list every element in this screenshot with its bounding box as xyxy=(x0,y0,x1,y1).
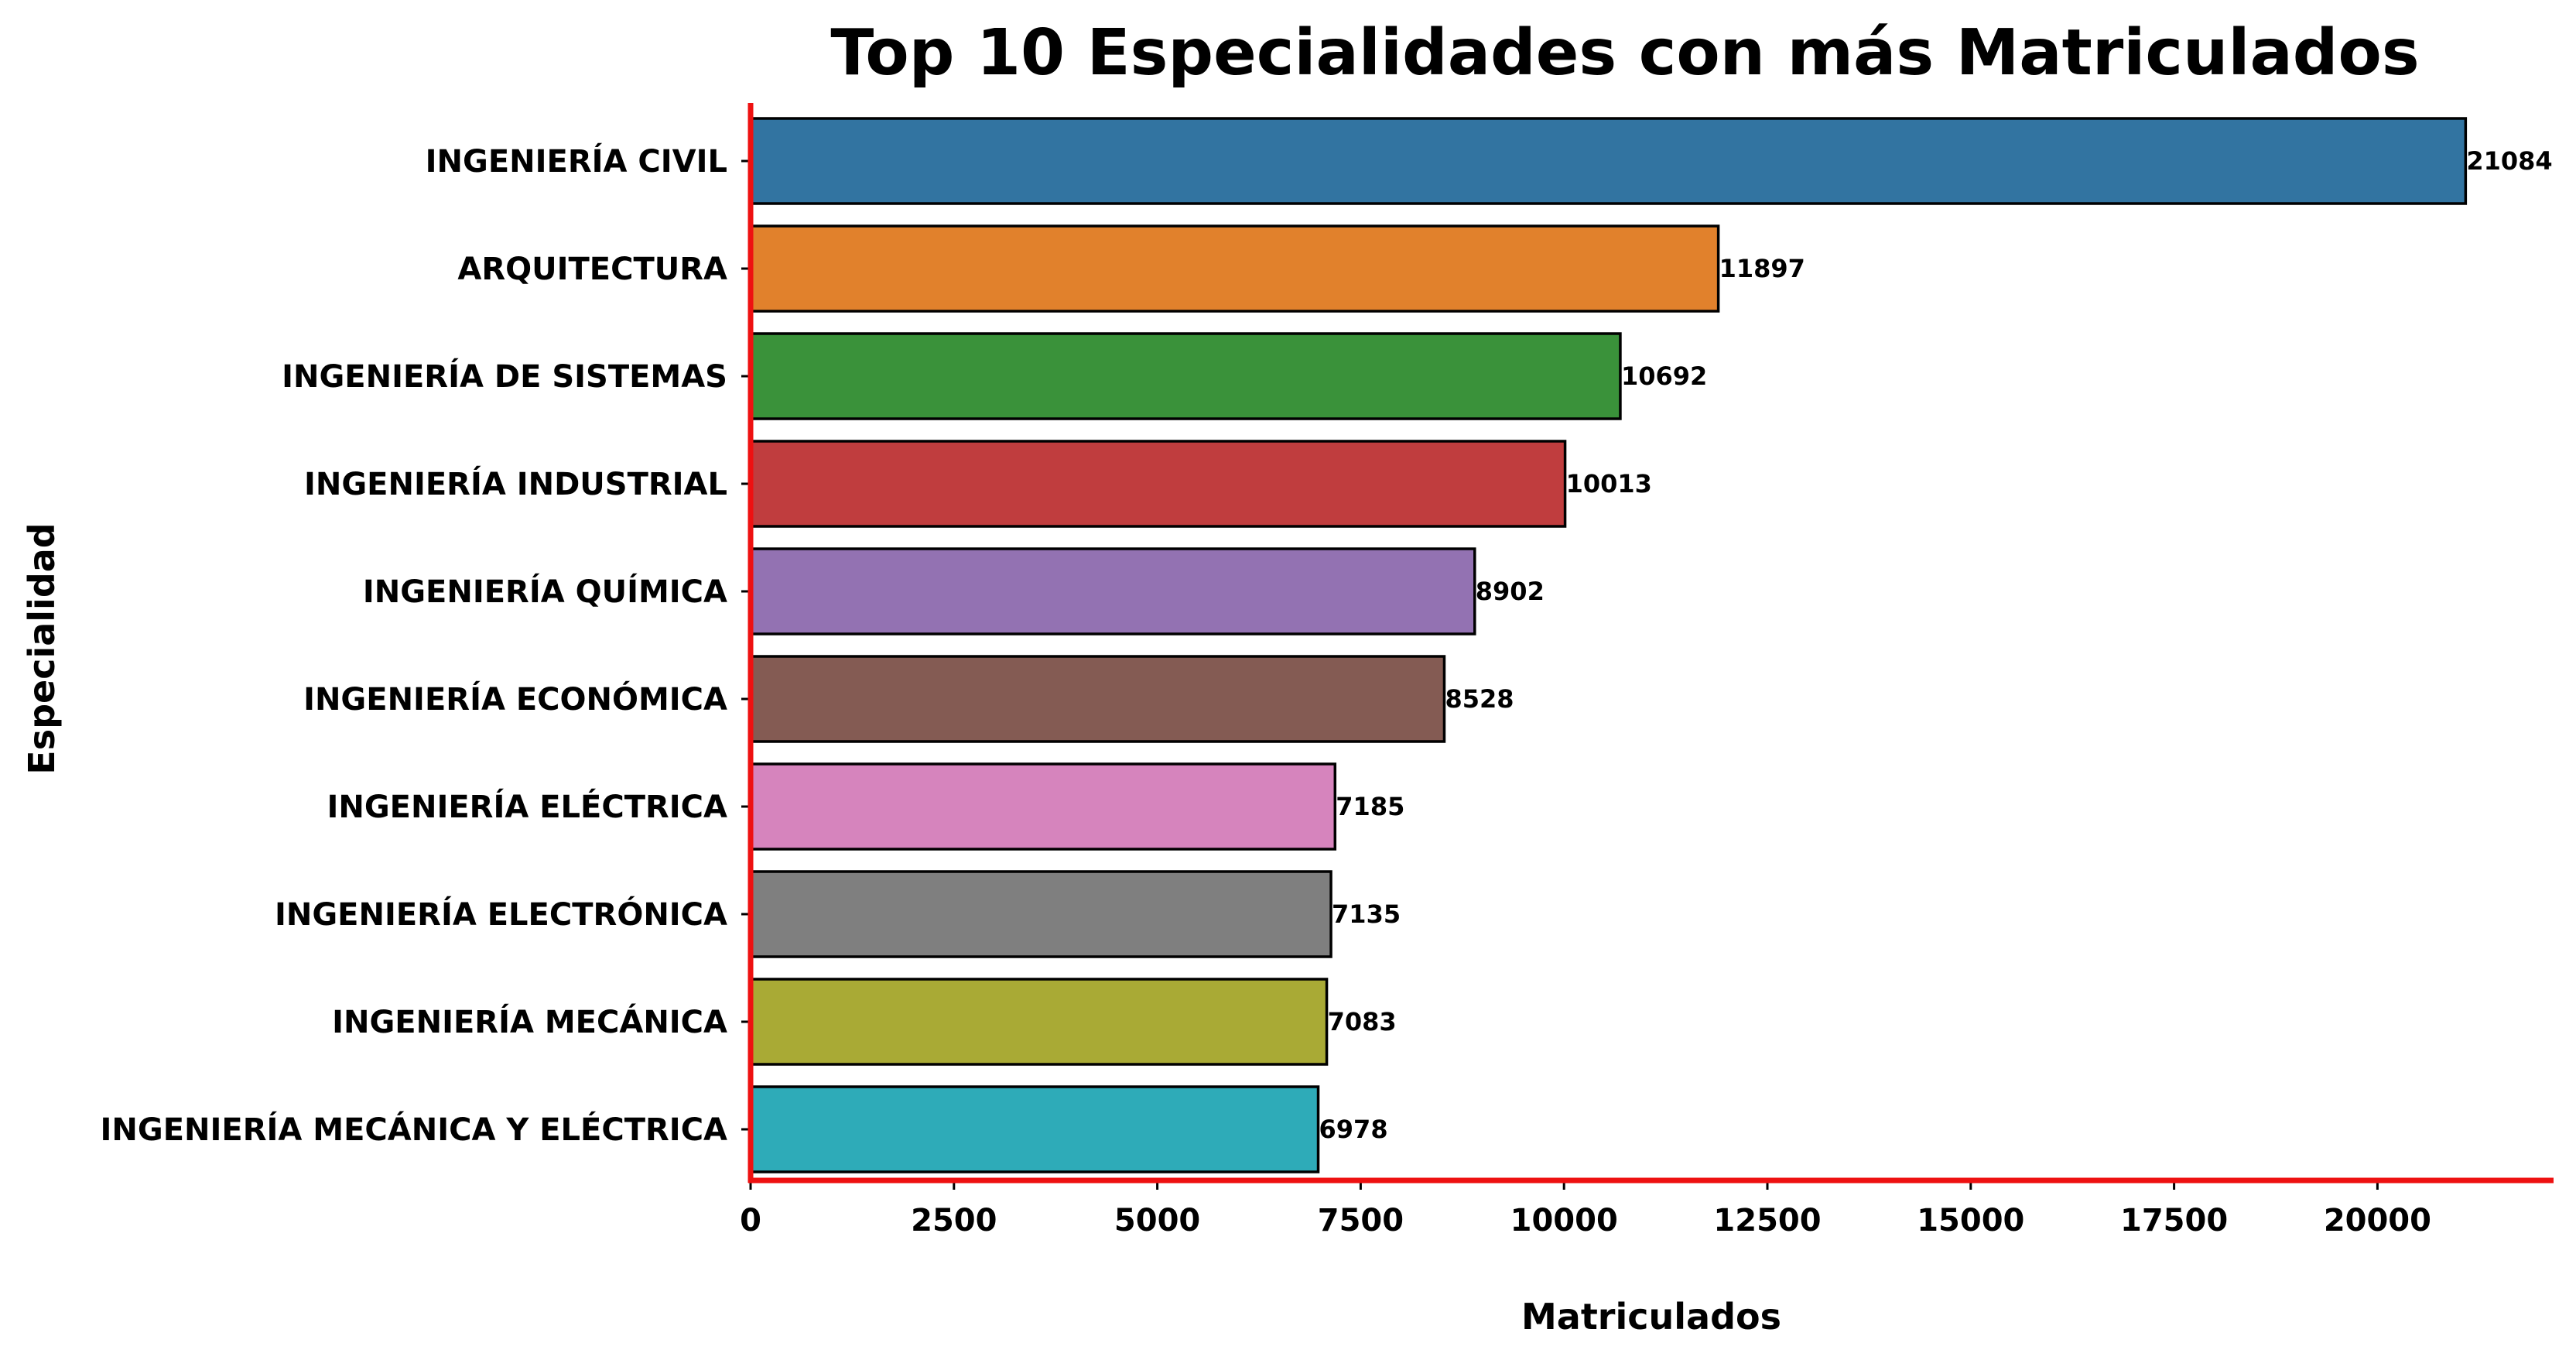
data-label: 8528 xyxy=(1445,684,1514,714)
x-tick-label: 7500 xyxy=(1318,1203,1404,1238)
bar xyxy=(749,978,1329,1066)
x-tick-label: 5000 xyxy=(1114,1203,1200,1238)
category-label: INGENIERÍA CIVIL xyxy=(426,142,727,180)
x-axis-ticks: 0 2500 5000 7500 10000 12500 15000 17500 20000 xyxy=(740,1180,2431,1238)
category-label: INGENIERÍA ELECTRÓNICA xyxy=(275,896,727,933)
data-label: 21084 xyxy=(2466,146,2552,176)
bar xyxy=(749,224,1720,313)
category-label: INGENIERÍA DE SISTEMAS xyxy=(282,358,727,395)
category-label: INGENIERÍA MECÁNICA Y ELÉCTRICA xyxy=(101,1111,728,1148)
bar xyxy=(749,332,1622,420)
x-tick-label: 20000 xyxy=(2324,1203,2431,1238)
data-label: 7185 xyxy=(1336,792,1404,821)
x-tick-label: 0 xyxy=(740,1203,761,1238)
bar xyxy=(749,762,1337,851)
category-label: INGENIERÍA QUÍMICA xyxy=(363,573,727,610)
bar xyxy=(749,655,1446,743)
x-tick-label: 10000 xyxy=(1510,1203,1618,1238)
x-tick-label: 2500 xyxy=(911,1203,997,1238)
bar xyxy=(749,440,1567,528)
data-label: 10013 xyxy=(1566,469,1652,498)
category-labels: INGENIERÍA CIVIL ARQUITECTURA INGENIERÍA D… xyxy=(101,142,751,1148)
category-label: ARQUITECTURA xyxy=(457,252,727,287)
x-tick-label: 12500 xyxy=(1713,1203,1821,1238)
x-tick-label: 15000 xyxy=(1917,1203,2024,1238)
data-label: 8902 xyxy=(1476,577,1545,606)
category-label: INGENIERÍA MECÁNICA xyxy=(332,1003,727,1040)
bar xyxy=(749,547,1476,635)
category-label: INGENIERÍA INDUSTRIAL xyxy=(304,465,727,502)
y-axis-title: Especialidad xyxy=(21,522,63,774)
data-label: 6978 xyxy=(1319,1115,1388,1144)
category-label: INGENIERÍA ECONÓMICA xyxy=(303,680,727,718)
bars-group xyxy=(749,117,2468,1173)
x-axis-title: Matriculados xyxy=(1521,1296,1781,1338)
x-tick-label: 17500 xyxy=(2120,1203,2228,1238)
data-labels: 21084 11897 10692 10013 8902 8528 7185 7135 7083… xyxy=(1319,146,2553,1144)
data-label: 7083 xyxy=(1328,1007,1397,1036)
category-label: INGENIERÍA ELÉCTRICA xyxy=(327,788,727,825)
chart-title: Top 10 Especialidades con más Matriculad… xyxy=(830,16,2419,90)
data-label: 10692 xyxy=(1621,361,1707,391)
bar xyxy=(749,117,2468,205)
data-label: 11897 xyxy=(1719,254,1805,283)
data-label: 7135 xyxy=(1332,899,1401,929)
bar xyxy=(749,870,1332,958)
bar xyxy=(749,1085,1320,1173)
